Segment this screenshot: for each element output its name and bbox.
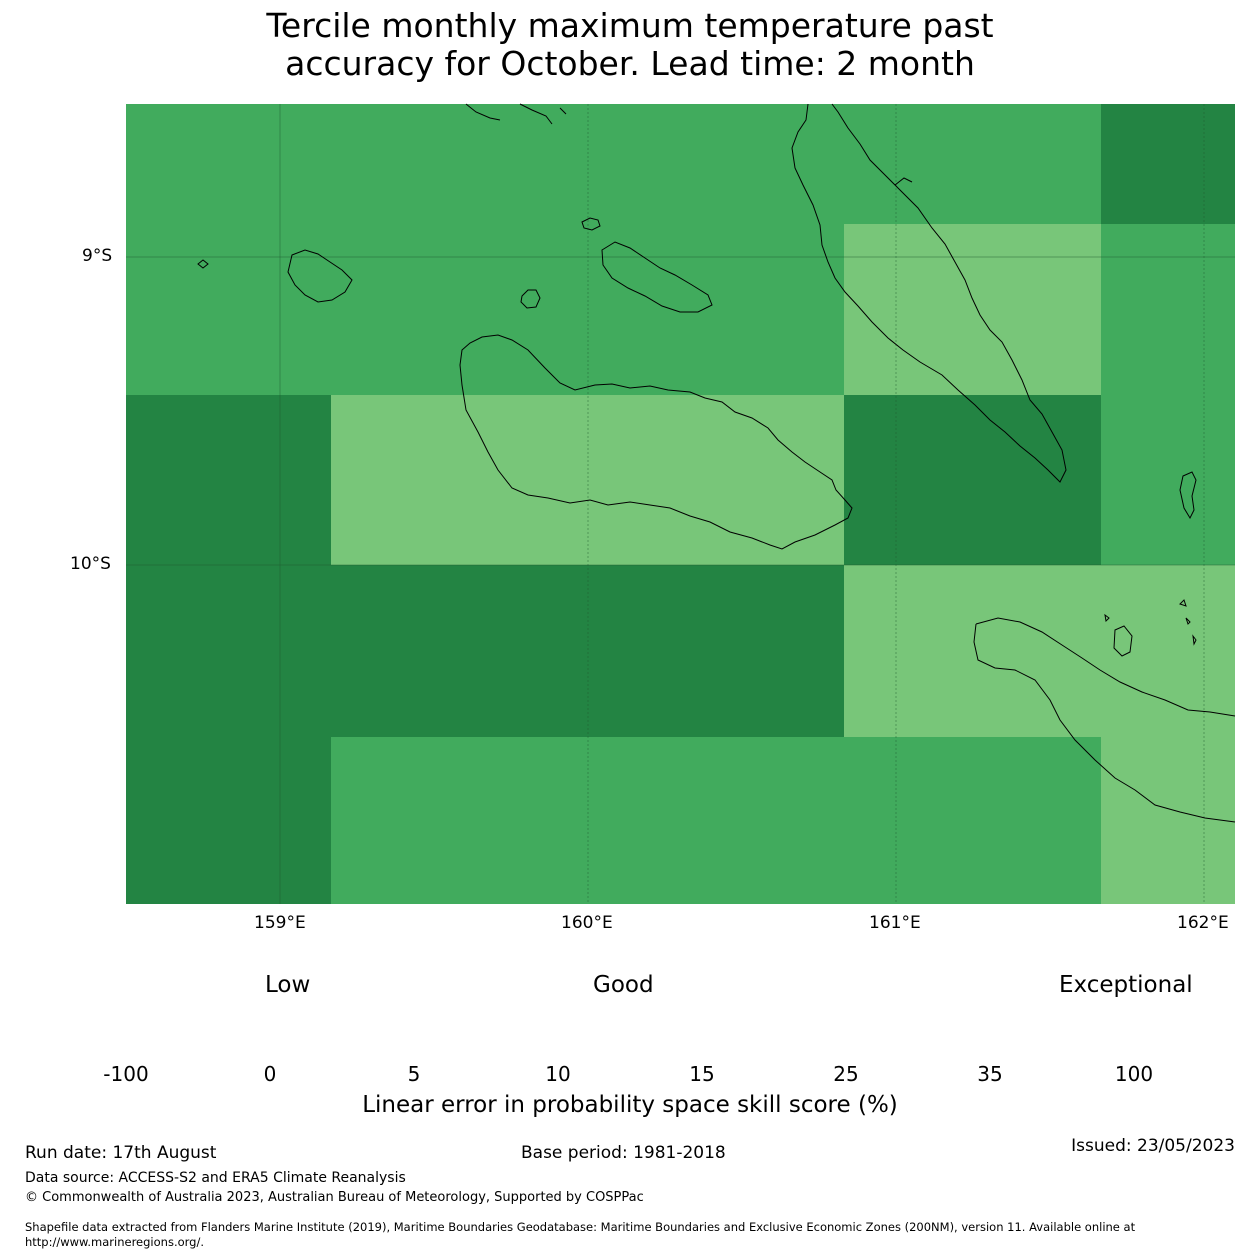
coastline-guadalcanal [459, 334, 853, 550]
lon-tick-161e: 161°E [869, 913, 921, 933]
cell-35-100 [126, 737, 331, 904]
coastline-florida-islands [601, 241, 713, 313]
skill-map [126, 103, 1236, 904]
coastline-north-fragments [465, 103, 567, 125]
shapefile-credit: Shapefile data extracted from Flanders M… [25, 1220, 1136, 1249]
coastline-ulawa [1179, 471, 1197, 520]
cell-15-25 [1101, 737, 1235, 904]
cell-25-35 [844, 104, 1101, 224]
coastlines [197, 103, 1236, 823]
lon-tick-160e: 160°E [561, 913, 613, 933]
coastline-isle-west [197, 259, 209, 269]
copyright: © Commonwealth of Australia 2023, Austra… [25, 1190, 644, 1205]
cell-25-35 [331, 737, 1101, 904]
run-date: Run date: 17th August [25, 1143, 217, 1163]
colorbar-tick: -100 [103, 1062, 149, 1086]
gridlines [126, 104, 1235, 904]
lat-tick-9s: 9°S [82, 246, 113, 266]
colorbar-category-good: Good [593, 972, 654, 998]
lon-tick-159e: 159°E [254, 913, 306, 933]
lon-tick-162e: 162°E [1177, 913, 1229, 933]
colorbar-tick: 35 [977, 1062, 1003, 1086]
cell-35-100 [844, 395, 1101, 565]
data-source: Data source: ACCESS-S2 and ERA5 Climate … [25, 1170, 406, 1186]
title-line-2: accuracy for October. Lead time: 2 month [285, 44, 975, 83]
issued-date: Issued: 23/05/2023 [1071, 1136, 1235, 1156]
coastline-savo [520, 289, 541, 309]
colorbar-tick: 5 [407, 1062, 421, 1086]
coastline-nggela-north [581, 217, 601, 231]
colorbar-label: Linear error in probability space skill … [362, 1092, 898, 1118]
cell-35-100 [126, 565, 844, 737]
colorbar-tick: 15 [689, 1062, 715, 1086]
colorbar-tick: 25 [833, 1062, 859, 1086]
coastline-ugi [1113, 625, 1133, 657]
cell-15-25 [331, 395, 844, 565]
colorbar-tick: 10 [545, 1062, 571, 1086]
cell-35-100 [1101, 104, 1235, 224]
colorbar-category-exceptional: Exceptional [1059, 972, 1193, 998]
cell-35-100 [126, 395, 331, 565]
cell-15-25 [844, 224, 1101, 395]
coastline-russell-islands [287, 249, 353, 303]
base-period: Base period: 1981-2018 [521, 1143, 726, 1163]
cell-15-25 [844, 565, 1235, 737]
coastline-malaita [791, 103, 1067, 483]
colorbar-category-low: Low [265, 972, 311, 998]
cell-25-35 [1101, 224, 1235, 565]
colorbar-tick: 0 [263, 1062, 277, 1086]
cell-25-35 [126, 104, 844, 395]
coastline-small-isle [894, 177, 913, 186]
coastline-makira [973, 617, 1236, 823]
colorbar-tick: 100 [1114, 1062, 1154, 1086]
skill-grid-cells [126, 104, 1235, 904]
coastline-makira-isles [1104, 599, 1197, 646]
title-line-1: Tercile monthly maximum temperature past [266, 6, 994, 45]
lat-tick-10s: 10°S [70, 554, 111, 574]
